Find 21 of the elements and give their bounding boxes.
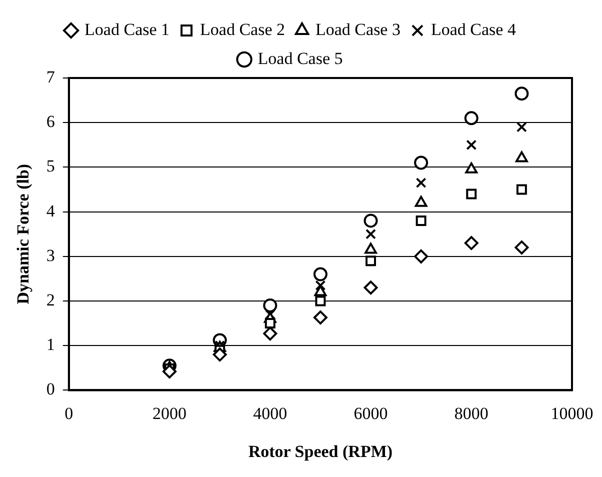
- y-tick-label: 4: [46, 201, 56, 220]
- legend-label: Load Case 5: [258, 48, 343, 68]
- y-axis-title: Dynamic Force (lb): [14, 164, 33, 304]
- x-tick-label: 2000: [152, 404, 187, 423]
- legend-label: Load Case 2: [200, 20, 286, 39]
- x-tick-label: 0: [64, 404, 74, 423]
- legend-label: Load Case 3: [316, 20, 400, 39]
- legend-label: Load Case 4: [430, 20, 516, 39]
- x-axis-title: Rotor Speed (RPM): [248, 442, 393, 462]
- x-tick-label: 4000: [253, 404, 288, 423]
- x-tick-label: 10000: [550, 404, 594, 423]
- y-tick-label: 3: [46, 246, 55, 265]
- legend-label: Load Case 1: [84, 20, 170, 39]
- y-tick-label: 2: [46, 290, 55, 310]
- y-tick-label: 1: [46, 335, 55, 354]
- y-tick-label: 0: [46, 380, 55, 399]
- x-tick-label: 8000: [454, 404, 488, 423]
- y-tick-label: 7: [46, 67, 56, 86]
- x-tick-label: 6000: [354, 404, 388, 423]
- y-tick-label: 6: [46, 112, 55, 132]
- y-tick-label: 5: [46, 156, 55, 176]
